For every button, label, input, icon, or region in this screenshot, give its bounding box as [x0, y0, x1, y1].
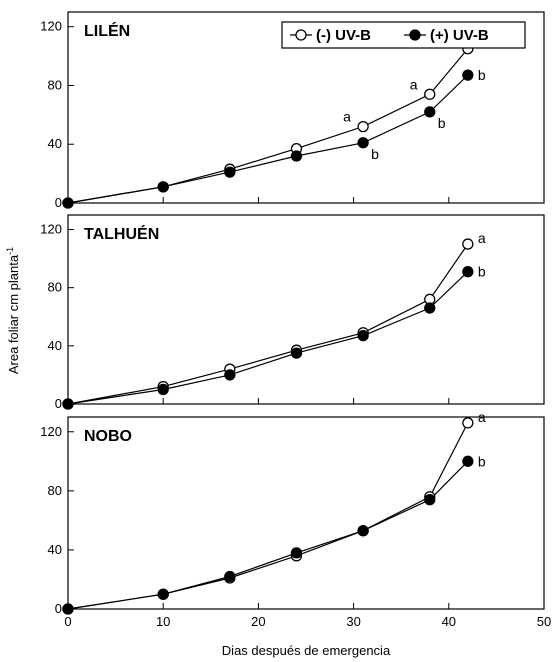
data-point-plus-uvb — [462, 69, 474, 81]
x-tick-label: 50 — [537, 614, 551, 629]
data-point-minus-uvb — [357, 120, 369, 133]
significance-letter: a — [478, 409, 486, 425]
data-point-plus-uvb — [357, 525, 369, 537]
x-tick-label: 30 — [346, 614, 360, 629]
y-tick-label: 0 — [55, 601, 62, 616]
panel-lilén: 04080120LILÉNaaabbb(-) UV-B(+) UV-B — [40, 11, 545, 210]
x-tick-label: 10 — [156, 614, 170, 629]
y-axis-title: Area foliar cm planta-1 — [5, 247, 21, 374]
legend-marker-open — [295, 29, 307, 41]
data-point-plus-uvb — [224, 570, 236, 583]
y-tick-label: 80 — [48, 483, 62, 498]
data-point-minus-uvb — [462, 238, 474, 250]
legend-label: (+) UV-B — [430, 27, 489, 44]
series-line-plus-uvb — [67, 460, 469, 610]
legend: (-) UV-B (+) UV-B — [281, 21, 526, 49]
significance-letter: b — [478, 264, 486, 280]
data-point-plus-uvb — [157, 588, 169, 600]
data-point-plus-uvb — [157, 383, 169, 396]
significance-letter: b — [478, 67, 486, 83]
data-point-minus-uvb — [462, 417, 474, 429]
data-point-plus-uvb — [357, 330, 369, 342]
y-tick-label: 80 — [48, 77, 62, 92]
data-point-plus-uvb — [290, 347, 303, 359]
data-point-plus-uvb — [290, 547, 303, 559]
data-point-minus-uvb — [424, 88, 436, 100]
series-line-minus-uvb — [67, 48, 469, 204]
panel-title: LILÉN — [84, 21, 130, 40]
significance-letter: b — [371, 146, 379, 162]
data-point-plus-uvb — [424, 494, 436, 506]
data-point-plus-uvb — [224, 166, 236, 178]
series-line-plus-uvb — [67, 271, 469, 405]
panel-frame — [67, 416, 545, 610]
y-tick-label: 120 — [40, 424, 62, 439]
data-point-plus-uvb — [424, 106, 436, 118]
data-point-plus-uvb — [357, 137, 369, 149]
data-point-plus-uvb — [424, 302, 436, 314]
chart-panels: 0 40 80 120 LILÉN a a a b b b (-) UV-B (+) UV-B 0 40 80… — [40, 11, 551, 629]
y-tick-label: 120 — [40, 222, 62, 237]
x-tick-label: 0 — [64, 614, 71, 629]
y-tick-label: 80 — [48, 280, 62, 295]
panel-frame — [67, 214, 545, 405]
significance-letter: b — [438, 115, 446, 131]
y-tick-label: 120 — [40, 19, 62, 34]
panel-nobo: 0 40 80 120 0 10 20 30 40 50 NOBO a b — [40, 409, 551, 629]
x-axis-title: Dias después de emergencia — [222, 643, 391, 658]
series-line-minus-uvb — [67, 422, 469, 610]
data-point-plus-uvb — [62, 197, 74, 209]
y-tick-label: 40 — [48, 136, 62, 151]
y-tick-label: 0 — [55, 195, 62, 210]
legend-marker-filled — [409, 29, 421, 41]
panel-talhuén: 0 40 80 120 TALHUÉN a b — [40, 214, 545, 411]
data-point-plus-uvb — [157, 181, 169, 193]
x-tick-label: 40 — [442, 614, 456, 629]
y-tick-label: 40 — [48, 338, 62, 353]
significance-letter: a — [478, 230, 486, 246]
panel-title: NOBO — [84, 428, 132, 445]
panel-title: TALHUÉN — [84, 224, 159, 243]
data-point-plus-uvb — [62, 603, 74, 615]
legend-label: (-) UV-B — [316, 27, 371, 44]
panel-frame — [67, 11, 545, 204]
data-point-plus-uvb — [62, 398, 74, 410]
data-point-plus-uvb — [462, 455, 474, 467]
data-point-plus-uvb — [290, 150, 303, 162]
significance-letter: b — [478, 453, 486, 469]
significance-letter: a — [410, 76, 418, 92]
y-tick-label: 40 — [48, 542, 62, 557]
legend-frame — [281, 21, 526, 49]
data-point-plus-uvb — [224, 369, 236, 381]
y-tick-label: 0 — [55, 396, 62, 411]
series-line-minus-uvb — [67, 243, 469, 405]
data-point-plus-uvb — [462, 266, 474, 278]
significance-letter: a — [343, 109, 351, 125]
x-tick-label: 20 — [251, 614, 265, 629]
series-line-plus-uvb — [67, 74, 469, 204]
